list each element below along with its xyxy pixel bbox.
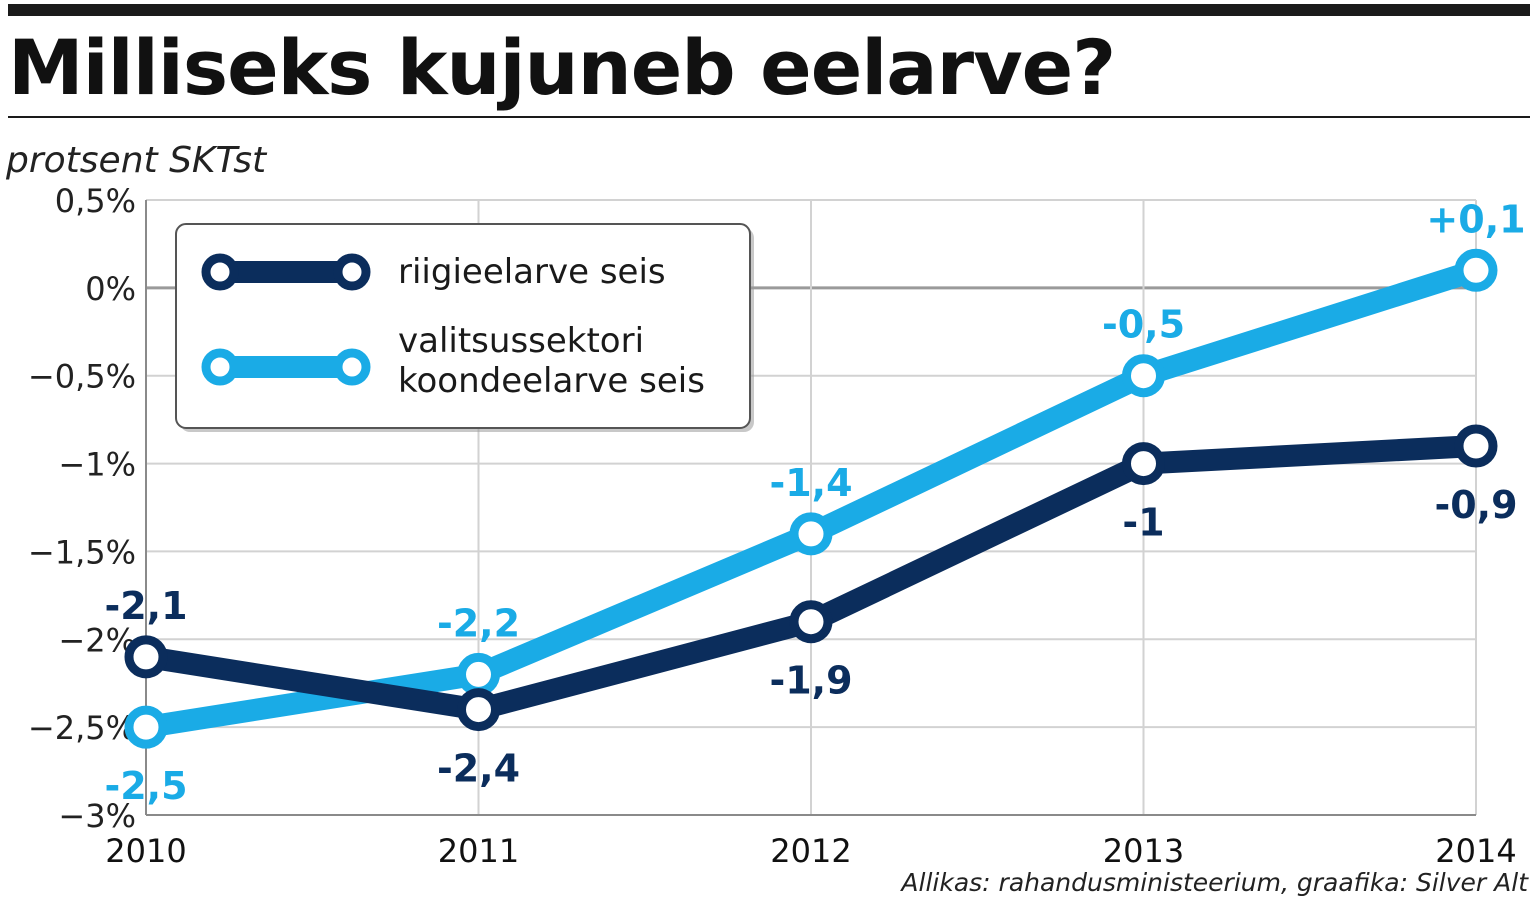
legend-swatch-marker <box>201 253 239 291</box>
x-tick-label: 2010 <box>105 832 186 870</box>
legend-label: koondeelarve seis <box>398 361 705 401</box>
data-point <box>789 512 833 556</box>
x-tick-label: 2012 <box>770 832 851 870</box>
data-label: -2,1 <box>104 584 187 628</box>
data-point <box>789 600 833 644</box>
data-label: -0,5 <box>1102 303 1185 347</box>
x-tick-label: 2013 <box>1103 832 1184 870</box>
y-tick-label: −3% <box>58 797 136 835</box>
y-axis-unit-label: protsent SKTst <box>6 140 267 181</box>
data-label: -2,2 <box>437 601 520 645</box>
data-label: -0,9 <box>1434 483 1517 527</box>
chart-title: Milliseks kujuneb eelarve? <box>8 23 1116 112</box>
data-point <box>1122 442 1165 486</box>
legend-label: valitsussektori <box>398 321 644 361</box>
y-tick-label: −1% <box>58 446 136 484</box>
legend-swatch-marker <box>333 253 371 291</box>
data-label: -1 <box>1122 501 1164 545</box>
top-bar <box>8 4 1530 16</box>
data-label: -2,5 <box>104 764 187 808</box>
data-point <box>1454 248 1498 292</box>
legend-swatch-marker <box>333 348 371 386</box>
source-credit: Allikas: rahandusministeerium, graafika:… <box>901 868 1528 897</box>
y-tick-label: −1,5% <box>28 533 136 571</box>
x-tick-label: 2014 <box>1435 832 1516 870</box>
data-label: -1,4 <box>769 461 852 505</box>
data-point <box>124 635 168 679</box>
y-tick-label: 0% <box>85 270 136 308</box>
y-tick-label: −2,5% <box>28 709 136 747</box>
legend-label: riigieelarve seis <box>398 252 666 292</box>
data-label: -1,9 <box>769 659 852 703</box>
data-point <box>124 705 168 749</box>
y-tick-label: 0,5% <box>55 182 136 220</box>
legend-swatch-marker <box>201 348 239 386</box>
y-tick-label: −2% <box>58 621 136 659</box>
x-tick-label: 2011 <box>438 832 519 870</box>
title-rule <box>8 116 1530 118</box>
data-point <box>457 652 500 696</box>
data-point <box>457 688 500 732</box>
data-point <box>1122 354 1165 398</box>
data-label: +0,1 <box>1426 197 1525 241</box>
y-tick-label: −0,5% <box>28 358 136 396</box>
data-label: -2,4 <box>437 747 520 791</box>
data-point <box>1454 424 1498 468</box>
